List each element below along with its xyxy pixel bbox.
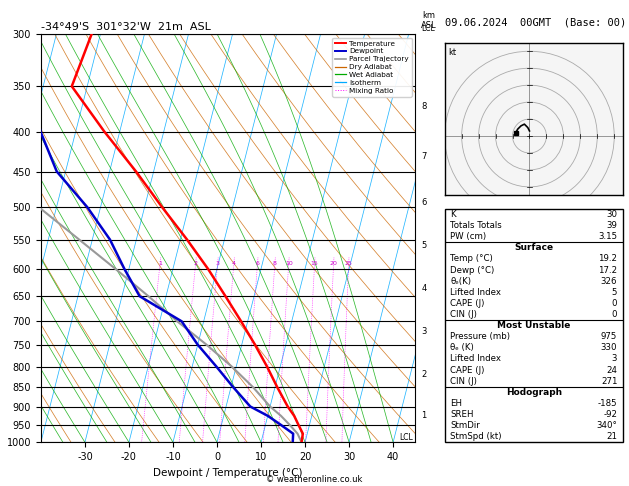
Text: 3.15: 3.15 — [598, 232, 618, 241]
Text: 0: 0 — [612, 310, 618, 319]
Text: 340°: 340° — [596, 421, 618, 430]
Text: 7: 7 — [421, 152, 427, 160]
Text: Dewp (°C): Dewp (°C) — [450, 265, 494, 275]
Text: CIN (J): CIN (J) — [450, 310, 477, 319]
Text: -34°49'S  301°32'W  21m  ASL: -34°49'S 301°32'W 21m ASL — [41, 22, 211, 32]
Text: 0: 0 — [612, 299, 618, 308]
Text: θₑ(K): θₑ(K) — [450, 277, 471, 286]
X-axis label: Dewpoint / Temperature (°C): Dewpoint / Temperature (°C) — [153, 468, 303, 478]
Text: Pressure (mb): Pressure (mb) — [450, 332, 510, 341]
Text: 326: 326 — [601, 277, 618, 286]
Text: 6: 6 — [421, 198, 427, 207]
Text: CAPE (J): CAPE (J) — [450, 299, 484, 308]
Text: 6: 6 — [255, 261, 259, 266]
Text: Hodograph: Hodograph — [506, 388, 562, 397]
Text: Totals Totals: Totals Totals — [450, 221, 502, 230]
Text: 2: 2 — [194, 261, 198, 266]
Legend: Temperature, Dewpoint, Parcel Trajectory, Dry Adiabat, Wet Adiabat, Isotherm, Mi: Temperature, Dewpoint, Parcel Trajectory… — [332, 37, 411, 97]
Text: 4: 4 — [421, 284, 426, 294]
Text: 330: 330 — [601, 343, 618, 352]
Text: 21: 21 — [606, 432, 618, 441]
Text: 15: 15 — [311, 261, 318, 266]
Text: km
ASL: km ASL — [421, 11, 437, 30]
Text: 1: 1 — [421, 411, 426, 420]
Text: 8: 8 — [421, 103, 427, 111]
Text: LCL: LCL — [421, 24, 435, 33]
Text: 5: 5 — [421, 241, 426, 250]
Text: 3: 3 — [216, 261, 220, 266]
Text: 19.2: 19.2 — [598, 255, 618, 263]
Text: Surface: Surface — [514, 243, 554, 252]
Text: PW (cm): PW (cm) — [450, 232, 486, 241]
Text: 2: 2 — [421, 370, 426, 379]
Text: CAPE (J): CAPE (J) — [450, 365, 484, 375]
Text: Temp (°C): Temp (°C) — [450, 255, 493, 263]
Text: K: K — [450, 210, 455, 219]
Text: Lifted Index: Lifted Index — [450, 288, 501, 297]
Text: 975: 975 — [601, 332, 618, 341]
Text: 1: 1 — [158, 261, 162, 266]
Text: CIN (J): CIN (J) — [450, 377, 477, 386]
Text: EH: EH — [450, 399, 462, 408]
Text: -92: -92 — [603, 410, 618, 419]
Text: θₑ (K): θₑ (K) — [450, 343, 474, 352]
Text: 24: 24 — [606, 365, 618, 375]
Text: © weatheronline.co.uk: © weatheronline.co.uk — [266, 474, 363, 484]
Text: 8: 8 — [273, 261, 277, 266]
Text: StmDir: StmDir — [450, 421, 480, 430]
Text: 5: 5 — [612, 288, 618, 297]
Text: 20: 20 — [330, 261, 338, 266]
Text: 271: 271 — [601, 377, 618, 386]
Text: Most Unstable: Most Unstable — [497, 321, 571, 330]
Text: 30: 30 — [606, 210, 618, 219]
Text: 10: 10 — [285, 261, 292, 266]
Text: 3: 3 — [421, 327, 427, 336]
Y-axis label: hPa: hPa — [0, 228, 1, 248]
Text: kt: kt — [448, 48, 456, 57]
Text: 39: 39 — [606, 221, 618, 230]
Text: 4: 4 — [232, 261, 236, 266]
Text: StmSpd (kt): StmSpd (kt) — [450, 432, 501, 441]
Text: SREH: SREH — [450, 410, 474, 419]
Text: 17.2: 17.2 — [598, 265, 618, 275]
Text: 3: 3 — [612, 354, 618, 364]
Text: LCL: LCL — [399, 433, 413, 442]
Text: Lifted Index: Lifted Index — [450, 354, 501, 364]
Text: -185: -185 — [598, 399, 618, 408]
Text: 09.06.2024  00GMT  (Base: 00): 09.06.2024 00GMT (Base: 00) — [445, 17, 626, 27]
Text: 25: 25 — [345, 261, 353, 266]
